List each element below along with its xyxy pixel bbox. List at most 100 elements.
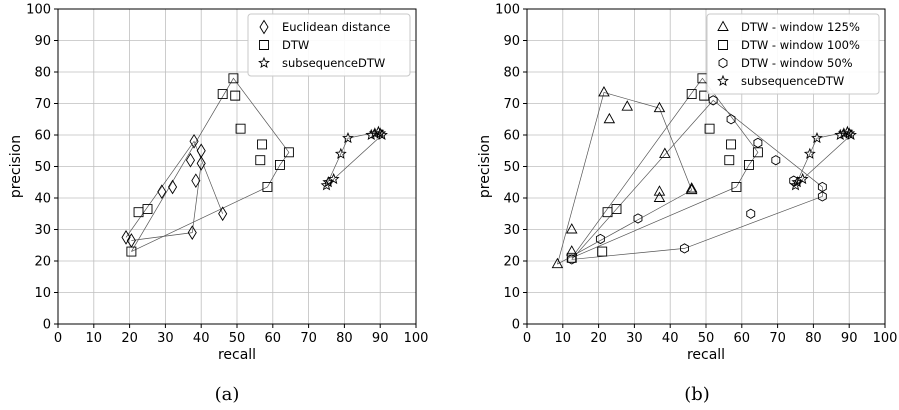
y-tick-label: 100 xyxy=(495,3,520,18)
legend-entry-label: DTW - window 125% xyxy=(741,20,860,34)
legend-box xyxy=(247,13,411,77)
diamond-point xyxy=(189,133,199,149)
square-point xyxy=(133,207,144,218)
x-tick-label: 80 xyxy=(805,331,822,346)
y-tick-label: 40 xyxy=(503,192,520,207)
x-tick-label: 60 xyxy=(265,331,282,346)
y-tick-label: 60 xyxy=(34,129,51,144)
legend-hexagon-icon xyxy=(718,57,728,69)
y-tick-label: 20 xyxy=(503,255,520,270)
square-point xyxy=(228,73,239,84)
plot-frame xyxy=(57,8,417,325)
star-point xyxy=(803,147,816,159)
panel-caption: (b) xyxy=(684,384,710,405)
star-point xyxy=(365,128,378,141)
series-hull-line xyxy=(557,92,693,265)
legend-entry-label: subsequenceDTW xyxy=(741,74,844,88)
hexagon-point xyxy=(726,114,736,125)
y-tick-label: 90 xyxy=(34,34,51,49)
square-point xyxy=(283,147,294,158)
x-tick-label: 90 xyxy=(372,331,389,346)
legend-entry-label: DTW xyxy=(282,38,309,52)
y-tick-label: 100 xyxy=(26,3,51,18)
legend-square-icon xyxy=(718,40,728,50)
legend-entry-label: DTW - window 50% xyxy=(741,56,853,70)
y-tick-label: 20 xyxy=(34,255,51,270)
square-point xyxy=(230,90,241,101)
star-point xyxy=(811,131,823,144)
legend-triangle-icon xyxy=(717,20,729,31)
x-axis-label: recall xyxy=(687,347,725,363)
square-point xyxy=(235,123,246,134)
star-point xyxy=(791,176,804,188)
square-point xyxy=(126,246,137,257)
hexagon-point xyxy=(567,254,577,265)
legend-star-icon xyxy=(717,74,729,87)
star-point xyxy=(322,176,335,188)
x-tick-label: 40 xyxy=(662,331,679,346)
y-tick-label: 80 xyxy=(34,66,51,81)
series-hull-line xyxy=(131,77,290,252)
y-tick-label: 0 xyxy=(512,318,520,333)
star-point xyxy=(376,128,388,141)
square-point xyxy=(597,246,608,257)
square-point xyxy=(704,123,715,134)
legend-entry-label: Euclidean distance xyxy=(282,20,390,34)
star-point xyxy=(334,147,347,159)
triangle-point xyxy=(659,147,671,158)
x-tick-label: 20 xyxy=(590,331,607,346)
square-point xyxy=(752,147,763,158)
x-axis-label: recall xyxy=(218,347,256,363)
y-tick-label: 10 xyxy=(503,286,520,301)
star-point xyxy=(327,172,340,185)
square-point xyxy=(566,252,577,263)
square-point xyxy=(731,182,742,192)
triangle-point xyxy=(685,182,698,193)
series-hull-line xyxy=(571,77,759,259)
x-tick-label: 0 xyxy=(523,331,531,346)
star-point xyxy=(834,128,847,141)
triangle-point xyxy=(653,185,666,196)
x-tick-label: 0 xyxy=(54,331,62,346)
square-point xyxy=(255,155,266,166)
x-tick-label: 100 xyxy=(873,331,898,346)
star-point xyxy=(342,131,354,144)
diamond-point xyxy=(191,173,201,189)
y-tick-label: 50 xyxy=(34,160,51,175)
x-tick-label: 30 xyxy=(157,331,174,346)
diamond-point xyxy=(187,225,197,241)
y-tick-label: 70 xyxy=(34,97,51,112)
star-point xyxy=(845,128,857,141)
x-tick-label: 80 xyxy=(336,331,353,346)
hexagon-point xyxy=(633,213,643,224)
x-tick-label: 70 xyxy=(769,331,786,346)
triangle-point xyxy=(685,183,698,195)
x-tick-label: 50 xyxy=(229,331,246,346)
x-tick-label: 100 xyxy=(404,331,429,346)
y-tick-label: 70 xyxy=(503,97,520,112)
star-point xyxy=(796,172,809,185)
y-tick-label: 30 xyxy=(503,223,520,238)
y-tick-label: 50 xyxy=(503,160,520,175)
square-point xyxy=(142,204,153,214)
legend: Euclidean distance DTW subsequenceDTW xyxy=(247,13,411,77)
x-tick-label: 70 xyxy=(300,331,317,346)
square-point xyxy=(275,159,285,170)
legend-square-icon xyxy=(259,40,269,50)
triangle-point xyxy=(621,100,634,111)
triangle-point xyxy=(598,86,610,97)
legend: DTW - window 125% DTW - window 100% DTW - … xyxy=(706,13,880,95)
square-point xyxy=(602,207,613,218)
y-axis-label: precision xyxy=(477,135,493,198)
x-tick-label: 30 xyxy=(626,331,643,346)
hexagon-point xyxy=(746,208,756,219)
series-connector-line xyxy=(131,163,202,241)
triangle-point xyxy=(551,257,564,269)
x-tick-label: 10 xyxy=(555,331,572,346)
panel-caption: (a) xyxy=(215,384,240,405)
hexagon-point xyxy=(680,243,689,254)
y-tick-label: 0 xyxy=(43,318,51,333)
legend-box xyxy=(706,13,880,95)
triangle-point xyxy=(565,223,578,234)
